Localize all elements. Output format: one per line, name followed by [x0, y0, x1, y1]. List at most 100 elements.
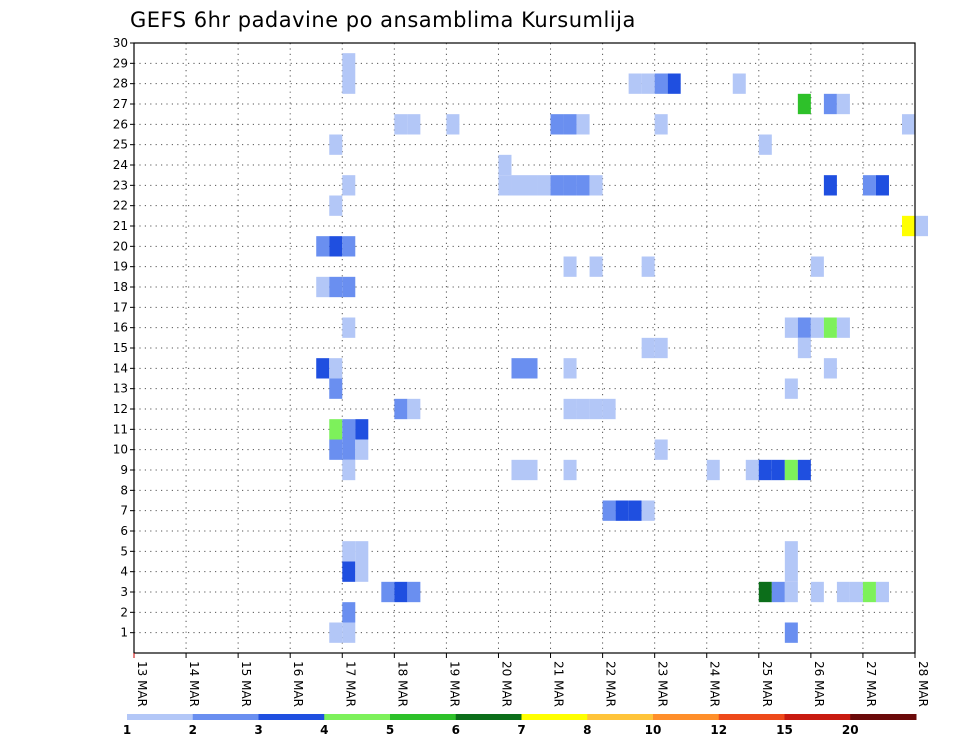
precip-cell	[563, 398, 577, 420]
precip-cell	[862, 175, 876, 196]
precip-cell	[836, 93, 850, 115]
precip-cell	[576, 398, 590, 420]
precip-cell	[511, 175, 525, 196]
colorbar-label: 6	[452, 723, 460, 737]
y-tick-label: 27	[113, 97, 128, 111]
x-tick-label: 16 MAR	[291, 661, 305, 707]
y-tick-label: 4	[120, 565, 128, 579]
precip-cell	[654, 337, 668, 359]
y-tick-label: 19	[113, 260, 128, 274]
precip-cell	[563, 114, 577, 135]
precip-cell	[576, 175, 590, 196]
precip-cell	[342, 73, 356, 94]
precip-cell	[342, 419, 356, 440]
precip-cell	[407, 114, 421, 135]
y-axis-ticks: 1234567891011121314151617181920212223242…	[113, 36, 134, 640]
y-tick-label: 22	[113, 199, 128, 213]
precip-cell	[797, 93, 811, 115]
precip-cell	[342, 602, 356, 623]
precip-cell	[797, 317, 811, 338]
precip-cell	[329, 358, 343, 379]
precip-cell	[641, 500, 655, 521]
y-tick-label: 15	[113, 341, 128, 355]
precip-cell	[875, 175, 889, 196]
colorbar-swatch	[258, 714, 325, 720]
precip-cell	[329, 134, 343, 155]
precip-cell	[706, 459, 720, 481]
y-tick-label: 30	[113, 36, 128, 50]
y-tick-label: 18	[113, 280, 128, 294]
precip-cell	[849, 581, 863, 603]
colorbar-label: 5	[386, 723, 394, 737]
y-tick-label: 24	[113, 158, 128, 172]
y-tick-label: 26	[113, 117, 128, 131]
y-tick-label: 20	[113, 239, 128, 253]
x-tick-label: 22 MAR	[604, 661, 618, 707]
y-tick-label: 13	[113, 382, 128, 396]
precip-cell	[784, 622, 798, 643]
colorbar-label: 10	[645, 723, 662, 737]
colorbar-swatch	[521, 714, 588, 720]
precip-cell	[797, 337, 811, 359]
precip-cell	[498, 175, 512, 196]
precip-cell	[836, 317, 850, 338]
precip-cell	[316, 358, 330, 379]
colorbar-swatch	[192, 714, 259, 720]
colorbar-swatch	[324, 714, 391, 720]
x-tick-label: 27 MAR	[864, 661, 878, 707]
precip-cell	[823, 93, 837, 115]
y-tick-label: 29	[113, 56, 128, 70]
colorbar-swatch	[587, 714, 654, 720]
precip-cell	[511, 459, 525, 481]
x-tick-label: 28 MAR	[916, 661, 930, 707]
y-tick-label: 12	[113, 402, 128, 416]
precip-cell	[524, 358, 538, 379]
precip-cell	[784, 459, 798, 481]
colorbar-label: 20	[842, 723, 859, 737]
colorbar-swatch	[718, 714, 785, 720]
precip-cell	[901, 215, 915, 237]
precip-cell	[329, 622, 343, 643]
x-tick-label: 25 MAR	[760, 661, 774, 707]
colorbar-label: 15	[776, 723, 793, 737]
precip-cell	[342, 276, 356, 298]
precip-cell	[563, 175, 577, 196]
precip-cell	[329, 419, 343, 440]
x-tick-label: 23 MAR	[656, 661, 670, 707]
colorbar-swatch	[390, 714, 457, 720]
x-tick-label: 13 MAR	[135, 661, 149, 707]
precip-cell	[628, 73, 642, 94]
precip-cell	[836, 581, 850, 603]
precip-cell	[342, 459, 356, 481]
precip-cell	[342, 236, 356, 257]
x-tick-label: 15 MAR	[239, 661, 253, 707]
precip-cell	[628, 500, 642, 521]
precip-cell	[901, 114, 915, 135]
precip-cell	[563, 459, 577, 481]
precip-cell	[342, 317, 356, 338]
precip-cell	[355, 439, 369, 460]
y-tick-label: 7	[120, 504, 128, 518]
precip-cell	[758, 459, 772, 481]
x-tick-label: 18 MAR	[395, 661, 409, 707]
chart-title: GEFS 6hr padavine po ansamblima Kursumli…	[130, 8, 636, 32]
colorbar-label: 8	[583, 723, 591, 737]
y-tick-label: 6	[120, 524, 128, 538]
precip-cell	[602, 500, 616, 521]
precip-cell	[407, 398, 421, 420]
precip-cell	[758, 581, 772, 603]
precip-cell	[355, 561, 369, 582]
x-axis-ticks: 13 MAR 14 MAR 15 MAR 16 MAR 17 MAR 18 MAR 19 M…	[133, 653, 930, 707]
precip-cell	[797, 459, 811, 481]
y-tick-label: 14	[113, 361, 128, 375]
precip-cell	[342, 439, 356, 460]
precip-cell	[771, 581, 785, 603]
x-tick-label: 14 MAR	[187, 661, 201, 707]
precip-cell	[784, 541, 798, 562]
precip-cell	[381, 581, 395, 603]
precip-cell	[537, 175, 551, 196]
precip-cell	[667, 73, 681, 94]
precip-cell	[784, 561, 798, 582]
precip-cell	[758, 134, 772, 155]
precip-cell	[641, 256, 655, 277]
